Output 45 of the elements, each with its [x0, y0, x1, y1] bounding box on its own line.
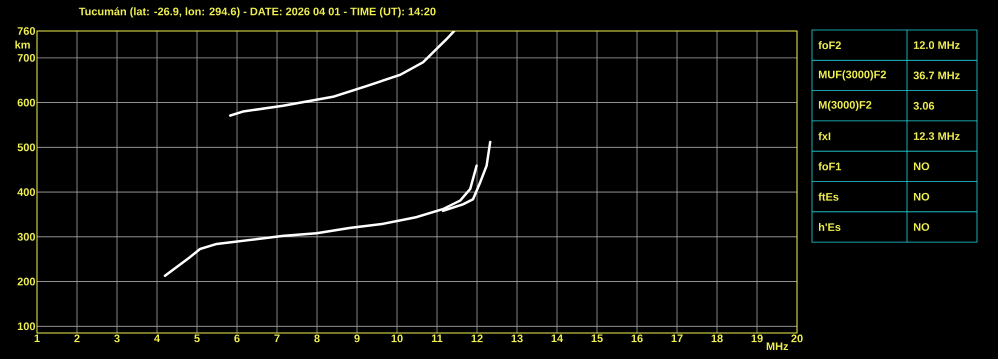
- text: foF2: [818, 41, 841, 50]
- x-tick-label: 9: [354, 334, 360, 342]
- text: M(3000)F2: [818, 100, 872, 111]
- y-tick-label: 200: [18, 278, 36, 286]
- x-tick-label: 19: [752, 334, 763, 342]
- text: foF1: [818, 162, 842, 170]
- text: 36.7 MHz: [913, 72, 960, 80]
- x-tick-label: 7: [274, 334, 280, 342]
- x-tick-label: 20: [791, 334, 803, 342]
- x-tick-label: 5: [194, 334, 200, 342]
- x-tick-label: 17: [672, 334, 683, 342]
- x-tick-label: 15: [592, 334, 603, 342]
- x-tick-label: 10: [392, 334, 403, 342]
- text: MUF(3000)F2: [818, 70, 886, 80]
- y-tick-label: 100: [18, 322, 36, 330]
- y-tick-label: 600: [18, 98, 36, 106]
- x-tick-label: 3: [114, 334, 120, 342]
- x-tick-label: 1: [34, 334, 40, 342]
- text: ftEs: [818, 192, 838, 201]
- text: fxI: [818, 132, 830, 140]
- y-axis-title: km: [15, 40, 30, 48]
- text: 12.3 MHz: [914, 132, 960, 140]
- x-tick-label: 18: [712, 334, 723, 342]
- text: NO: [914, 162, 930, 170]
- x-tick-label: 6: [234, 334, 240, 342]
- y-tick-label: 760: [18, 27, 36, 35]
- text: NO: [914, 192, 930, 201]
- text: NO: [914, 223, 930, 231]
- x-tick-label: 8: [314, 334, 320, 342]
- y-tick-label: 400: [17, 188, 36, 196]
- y-tick-label: 500: [18, 143, 36, 152]
- y-tick-label: 300: [17, 232, 36, 241]
- x-axis-title: MHz: [766, 342, 788, 350]
- x-tick-label: 13: [512, 334, 523, 342]
- x-tick-label: 14: [552, 334, 564, 342]
- text: 3.06: [913, 102, 934, 110]
- x-tick-label: 4: [154, 334, 160, 342]
- text: 12.0 MHz: [914, 41, 960, 49]
- x-tick-label: 2: [74, 334, 80, 342]
- chart-title: Tucumán (lat: -26.9, lon: 294.6) - DATE: 2026 04 01 - TIME (UT): 14:20: [78, 7, 436, 18]
- x-tick-label: 11: [432, 334, 442, 342]
- x-tick-label: 16: [632, 334, 643, 342]
- text: h'Es: [818, 222, 840, 232]
- x-tick-label: 12: [472, 334, 483, 342]
- y-tick-label: 700: [18, 54, 36, 62]
